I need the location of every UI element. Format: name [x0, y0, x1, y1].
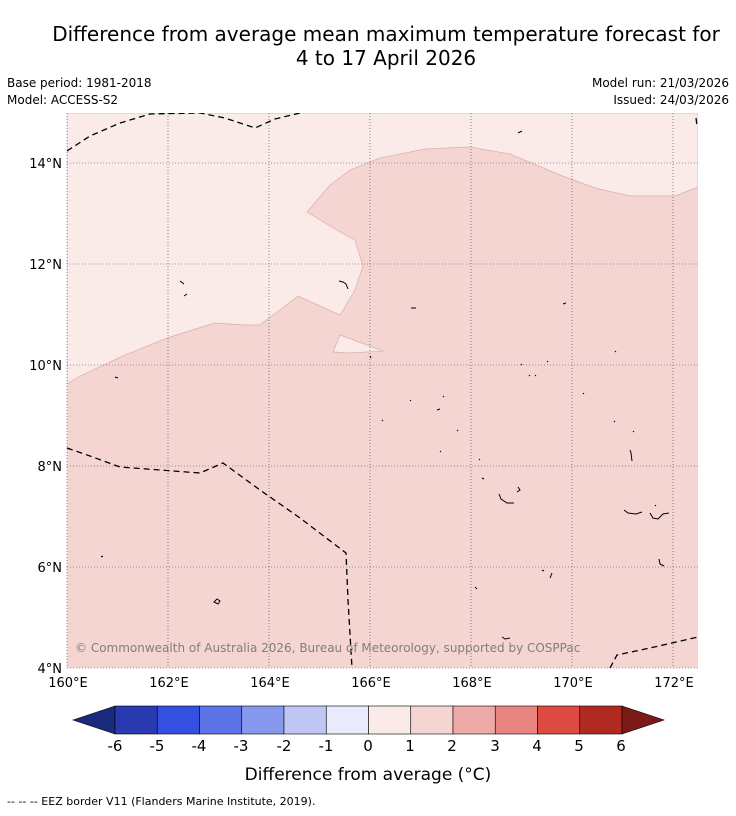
eez-borders [67, 113, 698, 668]
legend-tick-label: -5 [150, 737, 165, 755]
legend-swatch-high-extension [621, 705, 665, 735]
islands [100, 130, 670, 640]
gridlines [67, 113, 698, 668]
eez-border-note: -- -- -- EEZ border V11 (Flanders Marine… [7, 795, 316, 808]
y-tick-label: 4°N [38, 662, 63, 677]
x-axis-labels: 160°E 162°E 164°E 166°E 168°E 170°E 172°… [48, 676, 694, 691]
legend-swatch [368, 705, 412, 735]
legend-swatch [494, 705, 538, 735]
legend-tick-label: 6 [616, 737, 626, 755]
legend-label: Difference from average (°C) [245, 765, 492, 785]
model-info: Base period: 1981-2018 Model: ACCESS-S2 [7, 75, 152, 109]
x-tick-label: 162°E [149, 676, 189, 691]
model-run: Model run: 21/03/2026 [591, 76, 729, 90]
issued-date: Issued: 24/03/2026 [613, 93, 729, 107]
y-tick-label: 12°N [29, 258, 62, 273]
legend-swatch [325, 705, 369, 735]
legend-tick-label: 5 [574, 737, 584, 755]
legend-tick-labels: -6 -5 -4 -3 -2 -1 0 1 2 3 4 5 6 [108, 737, 626, 755]
legend-swatch [283, 705, 327, 735]
legend-tick-label: -2 [277, 737, 292, 755]
x-tick-label: 170°E [553, 676, 593, 691]
legend-swatch [410, 705, 454, 735]
map-plot-area: © Commonwealth of Australia 2026, Bureau… [67, 113, 698, 668]
x-tick-label: 168°E [452, 676, 492, 691]
legend-swatch [537, 705, 581, 735]
legend-swatch [199, 705, 243, 735]
legend-tick-label: -1 [319, 737, 334, 755]
legend-swatch [579, 705, 623, 735]
run-info: Model run: 21/03/2026 Issued: 24/03/2026 [592, 75, 729, 109]
legend-swatch [241, 705, 285, 735]
anomaly-patch-0-to-1 [332, 334, 384, 354]
title-line-2: 4 to 17 April 2026 [295, 46, 477, 70]
legend-tick-label: 4 [532, 737, 542, 755]
y-tick-label: 10°N [29, 359, 62, 374]
legend-colorbar [72, 705, 665, 735]
y-tick-label: 14°N [29, 157, 62, 172]
legend-tick-label: -6 [108, 737, 123, 755]
y-tick-label: 6°N [38, 561, 63, 576]
model-name: Model: ACCESS-S2 [7, 93, 119, 107]
map-title: Difference from average mean maximum tem… [0, 22, 736, 70]
legend-tick-label: 1 [405, 737, 415, 755]
x-tick-label: 166°E [351, 676, 391, 691]
x-tick-label: 160°E [48, 676, 88, 691]
anomaly-region-0-to-1 [67, 113, 698, 385]
color-legend: -6 -5 -4 -3 -2 -1 0 1 2 3 4 5 6 Differen… [72, 705, 665, 785]
legend-swatch [156, 705, 200, 735]
legend-tick-label: -3 [234, 737, 249, 755]
x-tick-label: 172°E [654, 676, 694, 691]
base-period: Base period: 1981-2018 [7, 76, 152, 90]
title-line-1: Difference from average mean maximum tem… [52, 22, 720, 46]
legend-swatch-low-extension [72, 705, 116, 735]
y-tick-label: 8°N [38, 460, 63, 475]
plot-frame [66, 113, 698, 669]
legend-tick-label: 0 [363, 737, 373, 755]
legend-swatch [114, 705, 158, 735]
legend-tick-label: 2 [447, 737, 457, 755]
legend-swatch [452, 705, 496, 735]
legend-tick-label: 3 [490, 737, 500, 755]
x-tick-label: 164°E [250, 676, 290, 691]
copyright-credit: © Commonwealth of Australia 2026, Bureau… [75, 641, 580, 655]
y-axis-labels: 4°N 6°N 8°N 10°N 12°N 14°N [29, 157, 62, 677]
legend-tick-label: -4 [192, 737, 207, 755]
